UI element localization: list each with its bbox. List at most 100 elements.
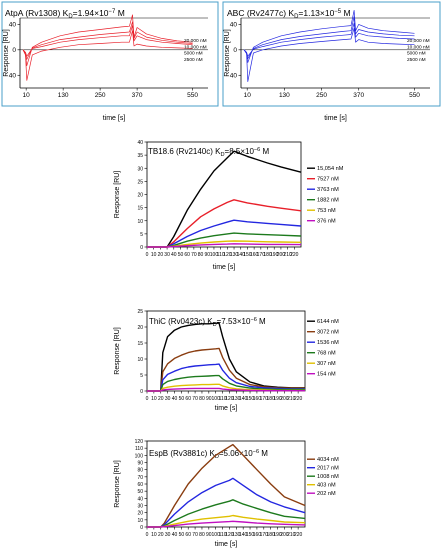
legend-label: 376 nM xyxy=(317,219,336,225)
x-tick-label: 0 xyxy=(146,532,149,538)
x-tick-label: 10 xyxy=(151,396,157,402)
y-tick-label: 10 xyxy=(137,357,143,363)
chart-frame xyxy=(1,1,219,107)
series-line xyxy=(147,374,305,392)
series-line xyxy=(147,322,305,392)
y-axis-label: Response [RU] xyxy=(114,460,121,508)
legend-label: 3763 nM xyxy=(317,187,339,193)
x-axis-label: time [s] xyxy=(324,115,347,122)
legend-label: 2500 nM xyxy=(184,57,203,63)
legend-label: 15,054 nM xyxy=(317,166,344,172)
legend-label: 6144 nM xyxy=(317,319,339,325)
x-tick-label: 160 xyxy=(253,532,262,538)
x-tick-label: 120 xyxy=(225,532,234,538)
series-line xyxy=(147,219,302,248)
x-tick-label: 370 xyxy=(132,92,143,99)
series-line xyxy=(147,199,302,248)
x-tick-label: 220 xyxy=(294,532,303,538)
series-line xyxy=(147,243,302,248)
legend-label: 5000 nM xyxy=(407,51,426,57)
x-tick-label: 180 xyxy=(266,532,275,538)
x-tick-label: 120 xyxy=(225,396,234,402)
x-tick-label: 180 xyxy=(266,396,275,402)
legend-label: 7527 nM xyxy=(317,177,339,183)
x-tick-label: 80 xyxy=(199,396,205,402)
y-tick-label: - 40 xyxy=(5,72,17,79)
series-line xyxy=(147,387,305,392)
y-tick-label: 40 xyxy=(230,21,238,28)
y-axis-label: Response [RU] xyxy=(3,29,10,77)
x-tick-label: 110 xyxy=(219,532,227,538)
y-tick-label: 70 xyxy=(137,475,143,481)
chart-title: AtpA (Rv1308) KD=1.94×10−7 M xyxy=(5,8,125,20)
y-tick-label: 5 xyxy=(140,232,143,238)
y-tick-label: 40 xyxy=(137,140,143,146)
series-line xyxy=(22,30,193,81)
x-tick-label: 220 xyxy=(290,252,299,258)
legend-label: 2017 nM xyxy=(317,466,339,472)
x-tick-label: 210 xyxy=(287,532,296,538)
y-tick-label: 80 xyxy=(137,468,143,474)
x-tick-label: 130 xyxy=(279,92,290,99)
x-tick-label: 200 xyxy=(280,396,289,402)
y-tick-label: 25 xyxy=(137,309,143,315)
x-tick-label: 0 xyxy=(146,252,149,258)
legend-label: 202 nM xyxy=(317,491,336,497)
y-tick-label: 40 xyxy=(137,496,143,502)
x-tick-label: 130 xyxy=(230,252,239,258)
y-tick-label: 20 xyxy=(137,511,143,517)
x-tick-label: 40 xyxy=(172,396,178,402)
series-line xyxy=(22,21,193,60)
y-tick-label: 5 xyxy=(140,373,143,379)
y-tick-label: 90 xyxy=(137,461,143,467)
y-tick-label: 100 xyxy=(135,453,144,459)
chart-title: ABC (Rv2477c) KD=1.13×10−5 M xyxy=(227,8,351,20)
series-line xyxy=(147,347,305,392)
chart-3: 0 10 20 30 40 50 60 70 80 90 100110120130140150160… xyxy=(114,140,344,271)
y-axis-label: Response [RU] xyxy=(224,29,231,77)
x-tick-label: 80 xyxy=(199,532,205,538)
y-tick-label: 25 xyxy=(137,179,143,185)
series-line xyxy=(147,477,306,528)
chart-title: TB18.6 (Rv2140c) KD=8.5×10−6 M xyxy=(148,147,270,158)
series-line xyxy=(243,22,415,57)
y-tick-label: 110 xyxy=(135,446,143,452)
x-tick-label: 170 xyxy=(260,532,269,538)
y-tick-label: 10 xyxy=(137,518,143,524)
x-tick-label: 160 xyxy=(250,252,259,258)
x-tick-label: 30 xyxy=(164,252,170,258)
x-tick-label: 80 xyxy=(198,252,204,258)
x-tick-label: 220 xyxy=(294,396,303,402)
legend-label: 307 nM xyxy=(317,361,336,367)
x-tick-label: 150 xyxy=(243,252,252,258)
x-tick-label: 20 xyxy=(158,532,164,538)
y-tick-label: 120 xyxy=(135,439,144,445)
x-tick-label: 90 xyxy=(206,396,212,402)
x-tick-label: 50 xyxy=(178,252,184,258)
y-tick-label: 15 xyxy=(137,206,143,212)
x-tick-label: 50 xyxy=(179,532,185,538)
x-tick-label: 20 xyxy=(158,396,164,402)
x-tick-label: 90 xyxy=(204,252,210,258)
y-tick-label: 0 xyxy=(12,47,16,54)
x-axis-label: time [s] xyxy=(213,264,236,271)
legend-label: 20,000 nM xyxy=(184,38,207,44)
chart-title: ThiC (Rv0423c) KD=7.53×10−6 M xyxy=(149,317,266,328)
x-tick-label: 50 xyxy=(179,396,185,402)
legend-label: 1008 nM xyxy=(317,474,339,480)
y-tick-label: 35 xyxy=(137,153,143,159)
x-tick-label: 160 xyxy=(253,396,262,402)
x-tick-label: 180 xyxy=(263,252,272,258)
x-tick-label: 140 xyxy=(237,252,246,258)
legend-label: 403 nM xyxy=(317,483,336,489)
x-tick-label: 100 xyxy=(212,396,221,402)
y-tick-label: 0 xyxy=(140,525,143,531)
x-tick-label: 110 xyxy=(217,252,225,258)
x-tick-label: 20 xyxy=(158,252,164,258)
y-axis-label: Response [RU] xyxy=(114,327,121,375)
y-tick-label: 30 xyxy=(137,504,143,510)
chart-frame xyxy=(222,1,441,107)
y-tick-label: 40 xyxy=(9,21,17,28)
x-tick-label: 250 xyxy=(95,92,106,99)
x-tick-label: 70 xyxy=(191,252,197,258)
